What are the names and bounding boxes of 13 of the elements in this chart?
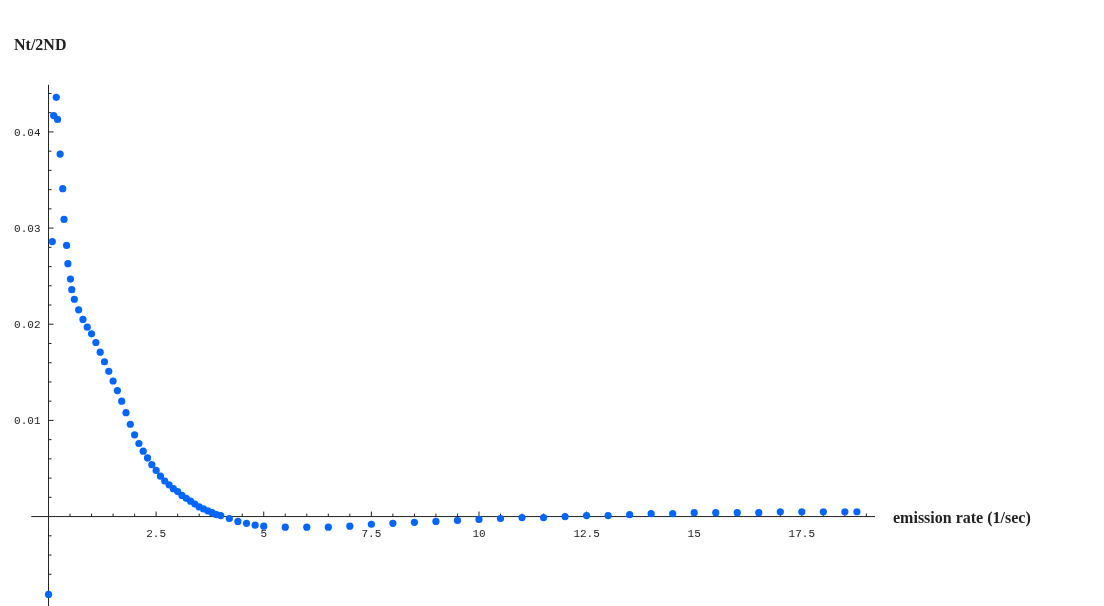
x-tick-label: 17.5 <box>788 527 816 540</box>
y-tick-label: 0.02 <box>14 319 41 332</box>
x-tick-label: 15 <box>687 527 701 540</box>
x-axis-title: emission rate (1/sec) <box>893 508 1031 527</box>
x-tick-label: 10 <box>472 527 486 540</box>
x-tick-label: 2.5 <box>146 527 167 540</box>
y-tick-label: 0.03 <box>14 223 41 236</box>
x-tick-label: 5 <box>260 527 268 540</box>
y-tick-label: 0.04 <box>14 126 41 139</box>
y-axis-title: Nt/2ND <box>14 36 67 53</box>
x-tick-label: 7.5 <box>361 527 382 540</box>
x-tick-label: 12.5 <box>573 527 600 540</box>
y-tick-label: 0.01 <box>14 415 41 428</box>
